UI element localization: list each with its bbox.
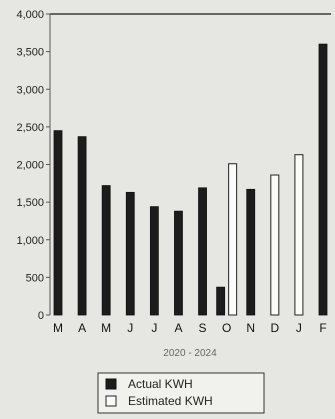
y-tick-label: 500 [26, 272, 44, 284]
bar-actual-kwh [125, 191, 135, 316]
x-tick-label: F [319, 321, 326, 335]
x-tick-label: A [174, 321, 182, 335]
legend-swatch-actual [105, 378, 117, 390]
legend-label-actual: Actual KWH [128, 377, 193, 391]
y-tick-label: 2,500 [16, 122, 44, 134]
x-tick-label: O [222, 321, 231, 335]
x-tick-label: J [127, 321, 133, 335]
bar-actual-kwh [101, 185, 111, 316]
bar-actual-kwh [198, 187, 207, 316]
y-tick-label: 1,000 [16, 235, 44, 247]
x-tick-label: M [53, 321, 63, 335]
bar-estimated-kwh [294, 154, 304, 316]
y-tick-label: 4,000 [16, 9, 44, 21]
bar-actual-kwh [216, 286, 226, 316]
x-tick-label: N [246, 321, 255, 335]
legend-swatch-estimated [105, 395, 117, 407]
bar-actual-kwh [149, 206, 159, 316]
y-tick-label: 3,500 [16, 47, 44, 59]
bar-actual-kwh [318, 43, 328, 316]
x-tick-label: S [199, 321, 207, 335]
x-tick-label: M [101, 321, 111, 335]
bar-actual-kwh [53, 130, 63, 316]
y-tick-label: 3,000 [16, 84, 44, 96]
x-tick-label: A [78, 321, 86, 335]
legend-box [97, 372, 265, 414]
y-tick-label: 0 [38, 310, 44, 322]
bar-actual-kwh [174, 210, 183, 316]
x-tick-label: J [151, 321, 157, 335]
bar-actual-kwh [246, 188, 256, 316]
bar-estimated-kwh [270, 174, 280, 316]
legend-label-estimated: Estimated KWH [128, 394, 213, 408]
x-tick-label: D [270, 321, 279, 335]
y-tick-label: 1,500 [16, 197, 44, 209]
x-tick-label: J [296, 321, 302, 335]
x-axis-title: 2020 - 2024 [163, 348, 217, 359]
y-tick-label: 2,000 [16, 160, 44, 172]
bar-estimated-kwh [228, 163, 238, 316]
bar-actual-kwh [77, 136, 87, 316]
